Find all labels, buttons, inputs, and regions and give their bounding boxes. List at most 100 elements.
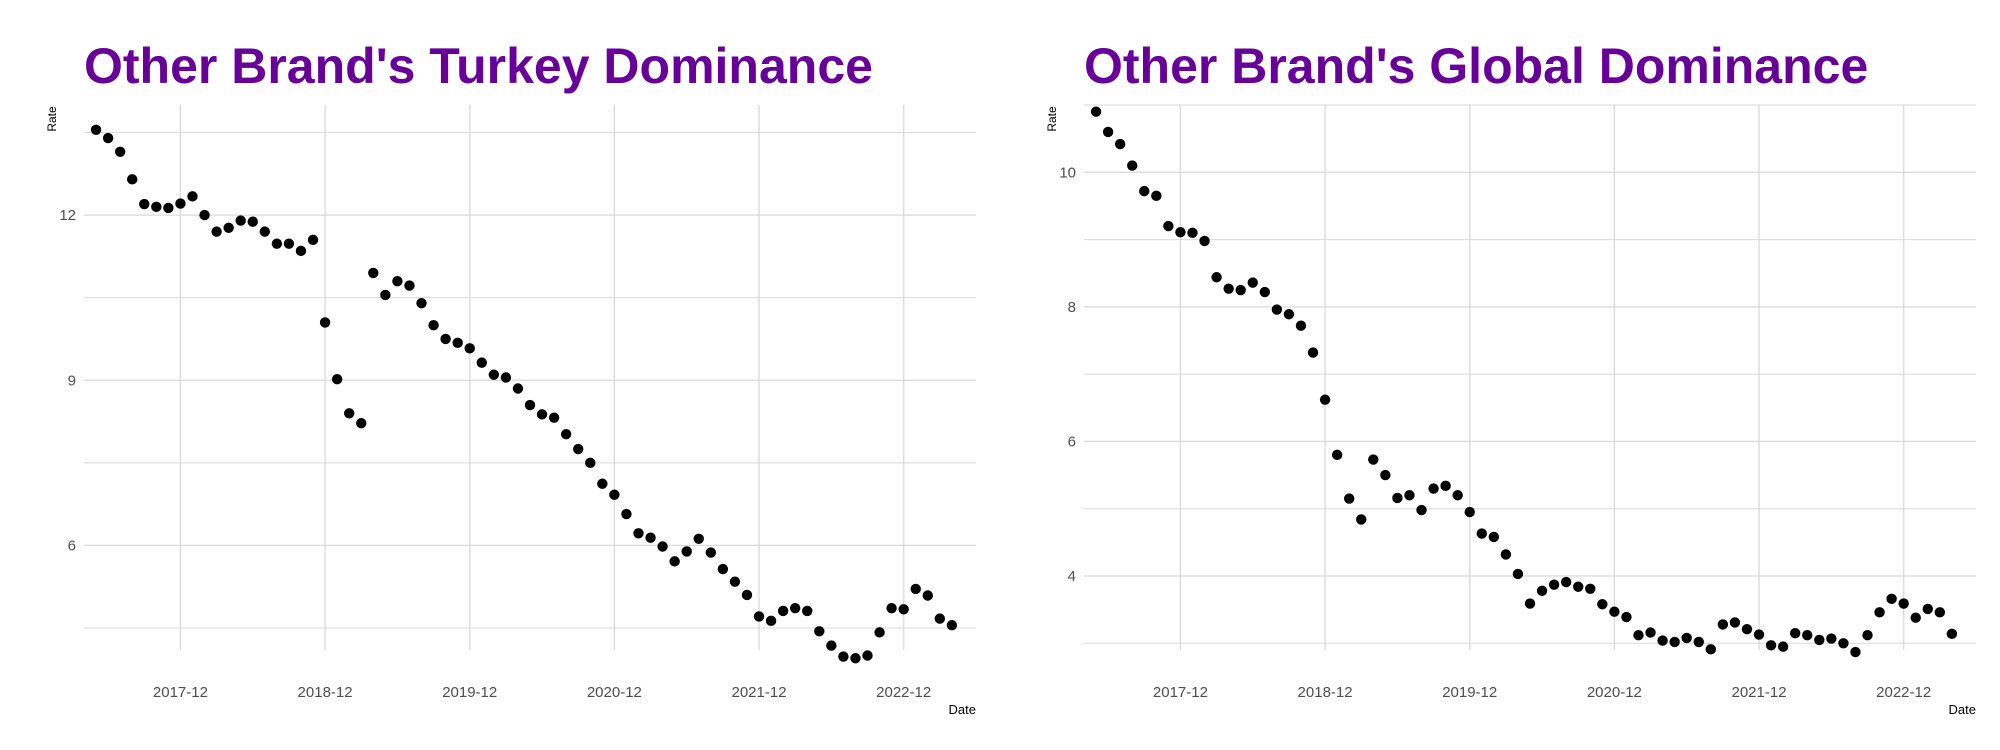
data-point [1488, 531, 1500, 543]
data-point [1151, 190, 1162, 202]
data-point [1223, 283, 1234, 294]
data-point [1211, 272, 1222, 283]
data-point [1548, 579, 1560, 590]
data-point [597, 478, 608, 489]
data-point [175, 198, 186, 209]
data-point [633, 528, 644, 539]
data-point [102, 132, 114, 144]
data-point [1645, 627, 1656, 638]
data-point [356, 417, 367, 429]
data-point [1271, 304, 1283, 315]
x-tick-label: 2019-12 [442, 684, 497, 701]
data-point [199, 209, 210, 221]
data-point [1500, 549, 1512, 560]
y-axis-label: Rate [45, 106, 59, 132]
data-point [777, 605, 789, 617]
x-axis-label: Date [1949, 702, 1976, 717]
data-point [235, 215, 246, 226]
x-tick-label: 2021-12 [731, 684, 786, 701]
data-point [295, 245, 307, 257]
data-point [283, 238, 295, 249]
data-point [934, 613, 946, 624]
data-point [139, 198, 150, 210]
data-point [621, 508, 632, 520]
data-point [1090, 106, 1102, 117]
data-point [1404, 490, 1415, 501]
data-point [609, 489, 620, 500]
data-point [573, 443, 584, 455]
y-tick-label: 6 [1068, 433, 1076, 450]
data-point [753, 611, 765, 622]
data-point [1777, 641, 1789, 652]
x-tick-label: 2017-12 [153, 684, 208, 701]
data-point [898, 604, 909, 615]
data-point [693, 533, 704, 544]
data-point [1946, 628, 1958, 640]
x-tick-label: 2022-12 [876, 684, 931, 701]
data-point [1705, 644, 1717, 655]
data-point [440, 333, 451, 345]
data-point [151, 201, 162, 213]
data-point [1464, 506, 1475, 518]
data-point [1476, 528, 1487, 539]
chart-title: Other Brand's Global Dominance [1084, 38, 1869, 94]
data-point [814, 626, 825, 637]
data-point [1789, 627, 1801, 639]
y-tick-label: 10 [1059, 164, 1076, 181]
data-point [1114, 138, 1126, 150]
data-point [1886, 593, 1897, 605]
data-point [428, 320, 439, 331]
data-point [765, 615, 777, 627]
data-point [1898, 598, 1909, 609]
data-point [1428, 483, 1439, 494]
data-point [1693, 636, 1704, 648]
data-point [1416, 504, 1427, 516]
data-point [404, 280, 415, 291]
data-point [1319, 394, 1331, 405]
data-point [1199, 235, 1210, 247]
data-point [681, 546, 692, 557]
data-point [874, 627, 885, 638]
data-point [1560, 576, 1572, 588]
y-tick-label: 12 [59, 207, 76, 224]
chart-title: Other Brand's Turkey Dominance [84, 38, 873, 94]
data-point [331, 373, 343, 385]
data-point [512, 383, 524, 394]
data-point [645, 532, 656, 543]
data-point [247, 216, 258, 227]
data-point [548, 412, 560, 423]
data-point [1175, 226, 1186, 238]
data-point [1681, 632, 1692, 644]
data-point [524, 399, 536, 411]
x-axis-label: Date [949, 702, 976, 717]
data-point [380, 289, 391, 301]
data-point [1874, 607, 1885, 618]
x-tick-label: 2017-12 [1153, 684, 1208, 701]
x-tick-label: 2018-12 [1298, 684, 1353, 701]
data-point [1814, 634, 1825, 646]
data-point [1235, 284, 1246, 296]
chart-panel-global: Other Brand's Global Dominance 4 6 8 10 2017… [1000, 0, 2000, 750]
data-point [343, 408, 355, 419]
data-point [1633, 629, 1644, 641]
data-point [1102, 126, 1114, 138]
data-point [476, 357, 487, 368]
data-point [1838, 638, 1849, 649]
data-point [717, 563, 729, 575]
data-point [705, 547, 717, 558]
data-point [1247, 277, 1258, 288]
data-point [1573, 581, 1584, 592]
data-point [1307, 347, 1319, 358]
data-point [1127, 160, 1138, 171]
data-point [536, 409, 548, 420]
data-point [1729, 617, 1741, 628]
data-point [560, 429, 572, 440]
data-point [1283, 309, 1295, 320]
data-point [1741, 623, 1753, 635]
data-point [500, 372, 512, 383]
data-point [1922, 603, 1933, 615]
data-point [1753, 629, 1765, 640]
data-point [826, 640, 837, 651]
data-point [1669, 636, 1680, 648]
data-point [741, 589, 753, 601]
